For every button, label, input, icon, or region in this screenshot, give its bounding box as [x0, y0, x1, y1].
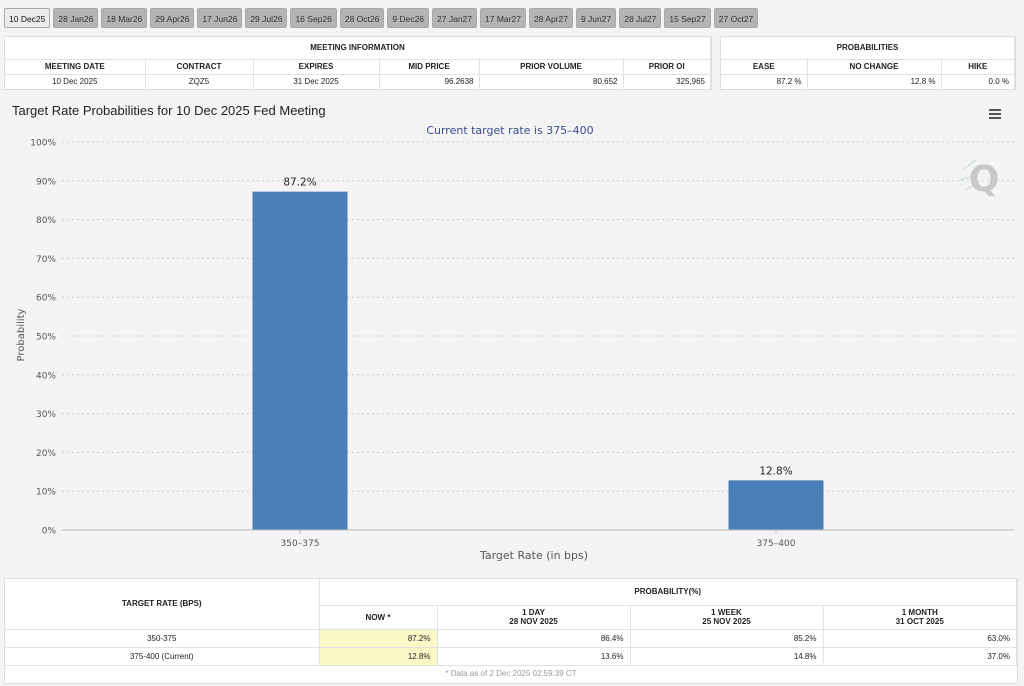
- tab-10-dec25[interactable]: 10 Dec25: [4, 8, 51, 28]
- week-cell: 14.8%: [630, 647, 824, 666]
- probabilities-title: PROBABILITIES: [721, 37, 1015, 60]
- y-tick-label: 40%: [36, 371, 56, 381]
- expires-value: 31 Dec 2025: [253, 74, 380, 89]
- header-mid-price: MID PRICE: [379, 59, 480, 75]
- prior-oi-value: 325,965: [623, 74, 711, 89]
- day-cell: 13.6%: [437, 647, 631, 666]
- header-1-day: 1 DAY 28 NOV 2025: [437, 605, 631, 630]
- table-row: 375-400 (Current) 12.8% 13.6% 14.8% 37.0…: [5, 647, 1017, 666]
- table-row: 350-375 87.2% 86.4% 85.2% 63.0%: [5, 629, 1017, 648]
- day-cell: 86.4%: [437, 629, 631, 648]
- tab-28-jul27[interactable]: 28 Jul27: [619, 8, 662, 28]
- header-target-rate: TARGET RATE (BPS): [5, 579, 320, 630]
- now-cell: 87.2%: [319, 629, 438, 648]
- contract-value: ZQZ5: [145, 74, 254, 89]
- meeting-information-title: MEETING INFORMATION: [5, 37, 711, 60]
- meeting-tabs: 10 Dec25 28 Jan26 18 Mar26 29 Apr26 17 J…: [4, 8, 759, 28]
- month-cell: 37.0%: [823, 647, 1017, 666]
- tab-17-jun26[interactable]: 17 Jun26: [197, 8, 243, 28]
- header-hike: HIKE: [941, 59, 1015, 75]
- tab-28-apr27[interactable]: 28 Apr27: [528, 8, 573, 28]
- tab-18-mar26[interactable]: 18 Mar26: [101, 8, 148, 28]
- header-prior-volume: PRIOR VOLUME: [479, 59, 624, 75]
- meeting-date-value: 10 Dec 2025: [5, 74, 146, 89]
- header-1-week-label: 1 WEEK: [711, 608, 742, 617]
- y-tick-label: 70%: [36, 255, 56, 265]
- probabilities-panel: PROBABILITIES EASE NO CHANGE HIKE 87.2 %…: [720, 36, 1016, 90]
- y-axis-title: Probability: [16, 308, 27, 361]
- header-prior-oi: PRIOR OI: [623, 59, 711, 75]
- header-probability: PROBABILITY(%): [319, 579, 1017, 606]
- probability-chart: Target Rate Probabilities for 10 Dec 202…: [4, 96, 1018, 574]
- header-no-change: NO CHANGE: [807, 59, 942, 75]
- hamburger-menu-icon[interactable]: [987, 107, 1003, 121]
- header-1-day-date: 28 NOV 2025: [509, 617, 558, 626]
- x-tick-label: 375–400: [757, 539, 796, 549]
- hike-value: 0.0 %: [941, 74, 1015, 89]
- prior-volume-value: 80,652: [479, 74, 624, 89]
- y-tick-label: 10%: [36, 488, 56, 498]
- mid-price-value: 96.2638: [379, 74, 480, 89]
- watermark-text: Q: [969, 159, 1000, 200]
- y-tick-label: 0%: [42, 527, 57, 537]
- header-meeting-date: MEETING DATE: [5, 59, 146, 75]
- now-cell: 12.8%: [319, 647, 438, 666]
- y-tick-label: 50%: [36, 333, 56, 343]
- rate-cell: 350-375: [5, 629, 320, 648]
- bar: [728, 480, 824, 530]
- y-tick-label: 60%: [36, 294, 56, 304]
- tab-27-oct27[interactable]: 27 Oct27: [713, 8, 759, 28]
- y-tick-label: 20%: [36, 449, 56, 459]
- tab-9-jun27[interactable]: 9 Jun27: [575, 8, 617, 28]
- header-now: NOW *: [319, 605, 438, 630]
- rate-cell: 375-400 (Current): [5, 647, 320, 666]
- tab-15-sep27[interactable]: 15 Sep27: [664, 8, 711, 28]
- header-contract: CONTRACT: [145, 59, 254, 75]
- y-tick-label: 100%: [30, 139, 56, 149]
- y-tick-label: 80%: [36, 216, 56, 226]
- watermark-q-icon: Q: [959, 159, 1000, 200]
- week-cell: 85.2%: [630, 629, 824, 648]
- probability-history-panel: TARGET RATE (BPS) PROBABILITY(%) NOW * 1…: [4, 578, 1018, 684]
- bar: [252, 191, 348, 530]
- header-1-week-date: 25 NOV 2025: [702, 617, 751, 626]
- header-1-month: 1 MONTH 31 OCT 2025: [823, 605, 1017, 630]
- chart-title: Target Rate Probabilities for 10 Dec 202…: [12, 103, 326, 118]
- data-label: 12.8%: [759, 465, 792, 477]
- tab-28-oct26[interactable]: 28 Oct26: [339, 8, 385, 28]
- y-tick-label: 90%: [36, 177, 56, 187]
- tab-16-sep26[interactable]: 16 Sep26: [290, 8, 337, 28]
- chart-svg: Target Rate Probabilities for 10 Dec 202…: [12, 103, 1014, 562]
- header-ease: EASE: [721, 59, 808, 75]
- header-now-label: NOW *: [365, 612, 391, 622]
- header-expires: EXPIRES: [253, 59, 380, 75]
- ease-value: 87.2 %: [721, 74, 808, 89]
- tab-27-jan27[interactable]: 27 Jan27: [432, 8, 478, 28]
- header-1-month-label: 1 MONTH: [901, 608, 938, 617]
- meeting-information-panel: MEETING INFORMATION MEETING DATE CONTRAC…: [4, 36, 712, 90]
- tab-17-mar27[interactable]: 17 Mar27: [480, 8, 526, 28]
- tab-29-jul26[interactable]: 29 Jul26: [245, 8, 288, 28]
- header-1-month-date: 31 OCT 2025: [895, 617, 944, 626]
- chart-subtitle: Current target rate is 375–400: [426, 124, 593, 137]
- data-label: 87.2%: [283, 177, 316, 189]
- header-1-day-label: 1 DAY: [522, 608, 545, 617]
- tab-28-jan26[interactable]: 28 Jan26: [53, 8, 99, 28]
- y-tick-label: 30%: [36, 410, 56, 420]
- x-axis-title: Target Rate (in bps): [479, 549, 588, 562]
- data-timestamp-note: * Data as of 2 Dec 2025 02:59:39 CT: [445, 668, 577, 678]
- x-tick-label: 350–375: [281, 539, 320, 549]
- header-1-week: 1 WEEK 25 NOV 2025: [630, 605, 824, 630]
- tab-29-apr26[interactable]: 29 Apr26: [150, 8, 195, 28]
- month-cell: 63.0%: [823, 629, 1017, 648]
- no-change-value: 12.8 %: [807, 74, 942, 89]
- tab-9-dec26[interactable]: 9 Dec26: [387, 8, 430, 28]
